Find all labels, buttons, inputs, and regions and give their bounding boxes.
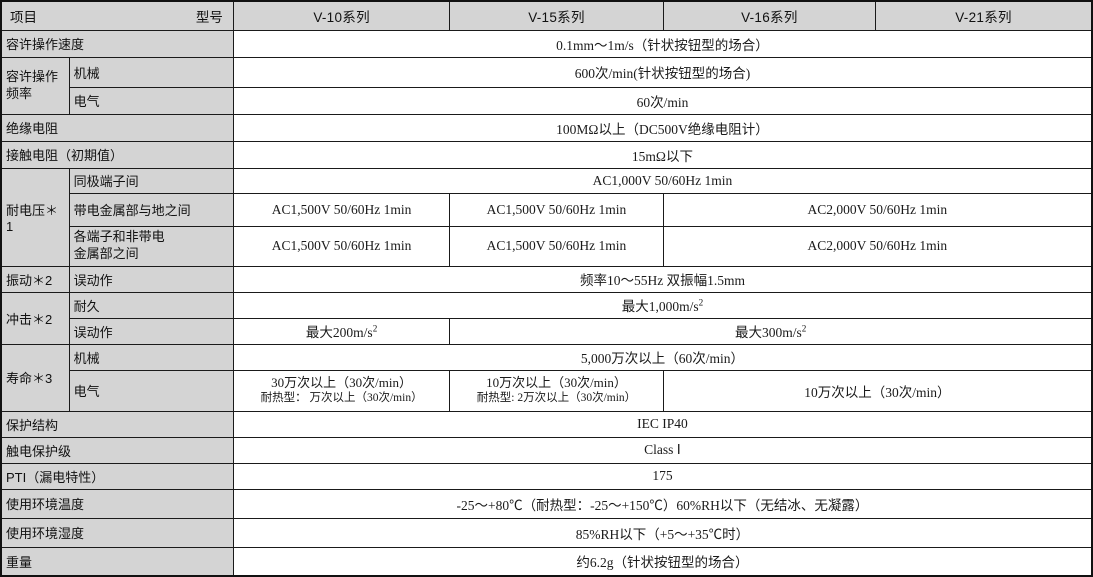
value-withstand-live-to-ground-v15: AC1,500V 50/60Hz 1min [449, 192, 664, 227]
label-shock: 冲击＊2 [0, 291, 70, 345]
label-contact-resistance: 接触电阻（初期值） [0, 140, 234, 169]
header-model-v16: V-16系列 [662, 0, 877, 31]
sublabel-withstand-live-to-ground: 带电金属部与地之间 [68, 192, 234, 227]
value-weight: 约6.2g（针状按钮型的场合） [232, 546, 1093, 577]
sublabel-withstand-terminals-line1: 各端子和非带电 [73, 229, 165, 245]
value-operating-speed: 0.1mm～1m/s（针状按钮型的场合） [232, 29, 1093, 58]
row-ambient-humidity: 使用环境湿度 85%RH以下（+5～+35℃时） [0, 517, 1093, 548]
sublabel-shock-malfunction: 误动作 [68, 317, 234, 345]
value-insulation-resistance: 100MΩ以上（DC500V绝缘电阻计） [232, 113, 1093, 142]
value-ambient-temperature: -25～+80℃（耐热型：-25～+150℃）60%RH以下（无结冰、无凝露） [232, 488, 1093, 519]
value-shock-malfunction-rest-exponent: 2 [801, 323, 807, 334]
row-shock-malfunction: 误动作 最大200m/s2 最大300m/s2 [1, 317, 1093, 345]
row-shock-durability: 冲击＊2 耐久 最大1,000m/s2 [0, 291, 1093, 345]
sublabel-life-mechanical: 机械 [68, 343, 234, 371]
value-pti: 175 [232, 462, 1093, 490]
value-withstand-same-pole: AC1,000V 50/60Hz 1min [232, 167, 1093, 194]
value-shock-malfunction-v15-v21: 最大300m/s2 [449, 317, 1093, 345]
label-pti: PTI（漏电特性） [0, 462, 234, 490]
row-withstand-voltage-terminals-to-nonlive: 各端子和非带电 金属部之间 AC1,500V 50/60Hz 1min AC1,… [1, 225, 1093, 267]
row-contact-resistance: 接触电阻（初期值） 15mΩ以下 [0, 140, 1093, 169]
label-ambient-temperature: 使用环境温度 [0, 488, 234, 519]
header-model-v15: V-15系列 [449, 0, 664, 31]
sublabel-life-electrical: 电气 [68, 369, 234, 412]
row-shock-protection-class: 触电保护级 Class Ⅰ [0, 436, 1093, 464]
value-withstand-terminals-v15: AC1,500V 50/60Hz 1min [449, 225, 664, 267]
label-life: 寿命＊3 [0, 343, 70, 412]
value-shock-durability-exponent: 2 [698, 297, 704, 308]
header-model-v10: V-10系列 [232, 0, 451, 31]
row-ambient-temperature: 使用环境温度 -25～+80℃（耐热型：-25～+150℃）60%RH以下（无结… [0, 488, 1093, 519]
sublabel-withstand-terminals-line2: 金属部之间 [73, 246, 139, 261]
sublabel-vibration-malfunction: 误动作 [68, 265, 234, 293]
row-withstand-voltage-same-pole: 耐电压＊1 同极端子间 AC1,000V 50/60Hz 1min [0, 167, 1093, 267]
value-life-electrical-v15-line2: 耐热型: 2万次以上（30次/min） [476, 392, 637, 405]
value-protection-structure: IEC IP40 [232, 410, 1093, 438]
value-shock-malfunction-rest-text: 最大300m/s [734, 325, 802, 340]
row-pti: PTI（漏电特性） 175 [0, 462, 1093, 490]
row-operating-frequency-electrical: 电气 60次/min [1, 86, 1093, 115]
row-life-electrical: 电气 30万次以上（30次/min） 耐热型： 万次以上（30次/min） 10… [1, 369, 1093, 412]
label-operating-frequency: 容许操作 频率 [0, 56, 70, 115]
header-model-label: 型号 [195, 9, 223, 25]
value-operating-frequency-mechanical: 600次/min(针状按钮型的场合) [232, 56, 1093, 88]
sublabel-withstand-same-pole: 同极端子间 [68, 167, 234, 194]
header-model-v21: V-21系列 [875, 0, 1093, 31]
value-shock-protection-class: Class Ⅰ [232, 436, 1093, 464]
row-insulation-resistance: 绝缘电阻 100MΩ以上（DC500V绝缘电阻计） [0, 113, 1093, 142]
label-vibration: 振动＊2 [0, 265, 70, 293]
value-life-mechanical: 5,000万次以上（60次/min） [232, 343, 1093, 371]
value-life-electrical-v15-line1: 10万次以上（30次/min） [486, 375, 627, 391]
row-operating-frequency-mechanical: 容许操作 频率 机械 600次/min(针状按钮型的场合) [0, 56, 1093, 115]
row-withstand-voltage-live-to-ground: 带电金属部与地之间 AC1,500V 50/60Hz 1min AC1,500V… [1, 192, 1093, 227]
value-withstand-terminals-v10: AC1,500V 50/60Hz 1min [232, 225, 451, 267]
table-header-row: 项目 型号 V-10系列 V-15系列 V-16系列 V-21系列 [0, 0, 1093, 31]
value-withstand-terminals-v16-v21: AC2,000V 50/60Hz 1min [662, 225, 1093, 267]
sublabel-shock-durability: 耐久 [68, 291, 234, 319]
value-operating-frequency-electrical: 60次/min [232, 86, 1093, 115]
value-life-electrical-v10-line1: 30万次以上（30次/min） [271, 375, 413, 391]
value-shock-durability-text: 最大1,000m/s [621, 299, 699, 314]
label-withstand-voltage: 耐电压＊1 [0, 167, 70, 267]
row-protection-structure: 保护结构 IEC IP40 [0, 410, 1093, 438]
label-operating-frequency-line2: 频率 [6, 85, 33, 101]
header-item-model-cell: 项目 型号 [0, 0, 234, 31]
label-protection-structure: 保护结构 [0, 410, 234, 438]
value-withstand-live-to-ground-v10: AC1,500V 50/60Hz 1min [232, 192, 451, 227]
row-life-mechanical: 寿命＊3 机械 5,000万次以上（60次/min） [0, 343, 1093, 412]
value-vibration-malfunction: 频率10～55Hz 双振幅1.5mm [232, 265, 1093, 293]
sublabel-operating-frequency-mechanical: 机械 [68, 56, 234, 88]
value-shock-malfunction-v10-exponent: 2 [372, 323, 378, 334]
value-shock-malfunction-v10: 最大200m/s2 [232, 317, 451, 345]
label-weight: 重量 [0, 546, 234, 577]
header-item-label: 项目 [10, 9, 37, 25]
value-shock-malfunction-v10-text: 最大200m/s [305, 325, 373, 340]
value-contact-resistance: 15mΩ以下 [232, 140, 1093, 169]
value-shock-durability: 最大1,000m/s2 [232, 291, 1093, 319]
label-insulation-resistance: 绝缘电阻 [0, 113, 234, 142]
value-life-electrical-v16-v21: 10万次以上（30次/min） [662, 369, 1093, 412]
value-life-electrical-v15: 10万次以上（30次/min） 耐热型: 2万次以上（30次/min） [449, 369, 664, 412]
label-operating-frequency-line1: 容许操作 [6, 68, 59, 84]
label-operating-speed: 容许操作速度 [0, 29, 234, 58]
label-shock-protection-class: 触电保护级 [0, 436, 234, 464]
row-weight: 重量 约6.2g（针状按钮型的场合） [0, 546, 1093, 577]
value-ambient-humidity: 85%RH以下（+5～+35℃时） [232, 517, 1093, 548]
value-withstand-live-to-ground-v16-v21: AC2,000V 50/60Hz 1min [662, 192, 1093, 227]
value-life-electrical-v10: 30万次以上（30次/min） 耐热型： 万次以上（30次/min） [232, 369, 451, 412]
row-vibration-malfunction: 振动＊2 误动作 频率10～55Hz 双振幅1.5mm [0, 265, 1093, 293]
label-ambient-humidity: 使用环境湿度 [0, 517, 234, 548]
value-life-electrical-v10-line2: 耐热型： 万次以上（30次/min） [260, 392, 423, 405]
row-operating-speed: 容许操作速度 0.1mm～1m/s（针状按钮型的场合） [0, 29, 1093, 58]
sublabel-operating-frequency-electrical: 电气 [68, 86, 234, 115]
sublabel-withstand-terminals-to-nonlive: 各端子和非带电 金属部之间 [68, 225, 234, 267]
